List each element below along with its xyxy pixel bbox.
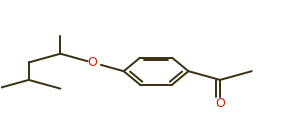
Text: O: O [87, 56, 97, 69]
Text: O: O [215, 97, 225, 110]
